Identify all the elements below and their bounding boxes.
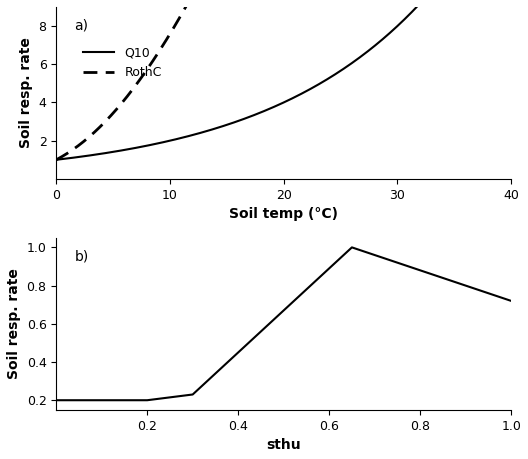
- X-axis label: Soil temp (°C): Soil temp (°C): [229, 207, 338, 221]
- Q10: [269, 105, 276, 110]
- X-axis label: sthu: sthu: [266, 438, 301, 452]
- Text: b): b): [74, 250, 89, 264]
- Y-axis label: Soil resp. rate: Soil resp. rate: [7, 269, 21, 379]
- Q10: [53, 157, 59, 162]
- Line: RothC: RothC: [56, 0, 511, 160]
- Q10: [324, 77, 330, 82]
- Q10: [272, 104, 278, 109]
- Legend: Q10, RothC: Q10, RothC: [81, 44, 164, 81]
- Text: a): a): [74, 19, 88, 33]
- Y-axis label: Soil resp. rate: Soil resp. rate: [19, 38, 33, 148]
- RothC: [53, 157, 59, 162]
- Q10: [299, 90, 306, 96]
- Line: Q10: Q10: [56, 0, 511, 160]
